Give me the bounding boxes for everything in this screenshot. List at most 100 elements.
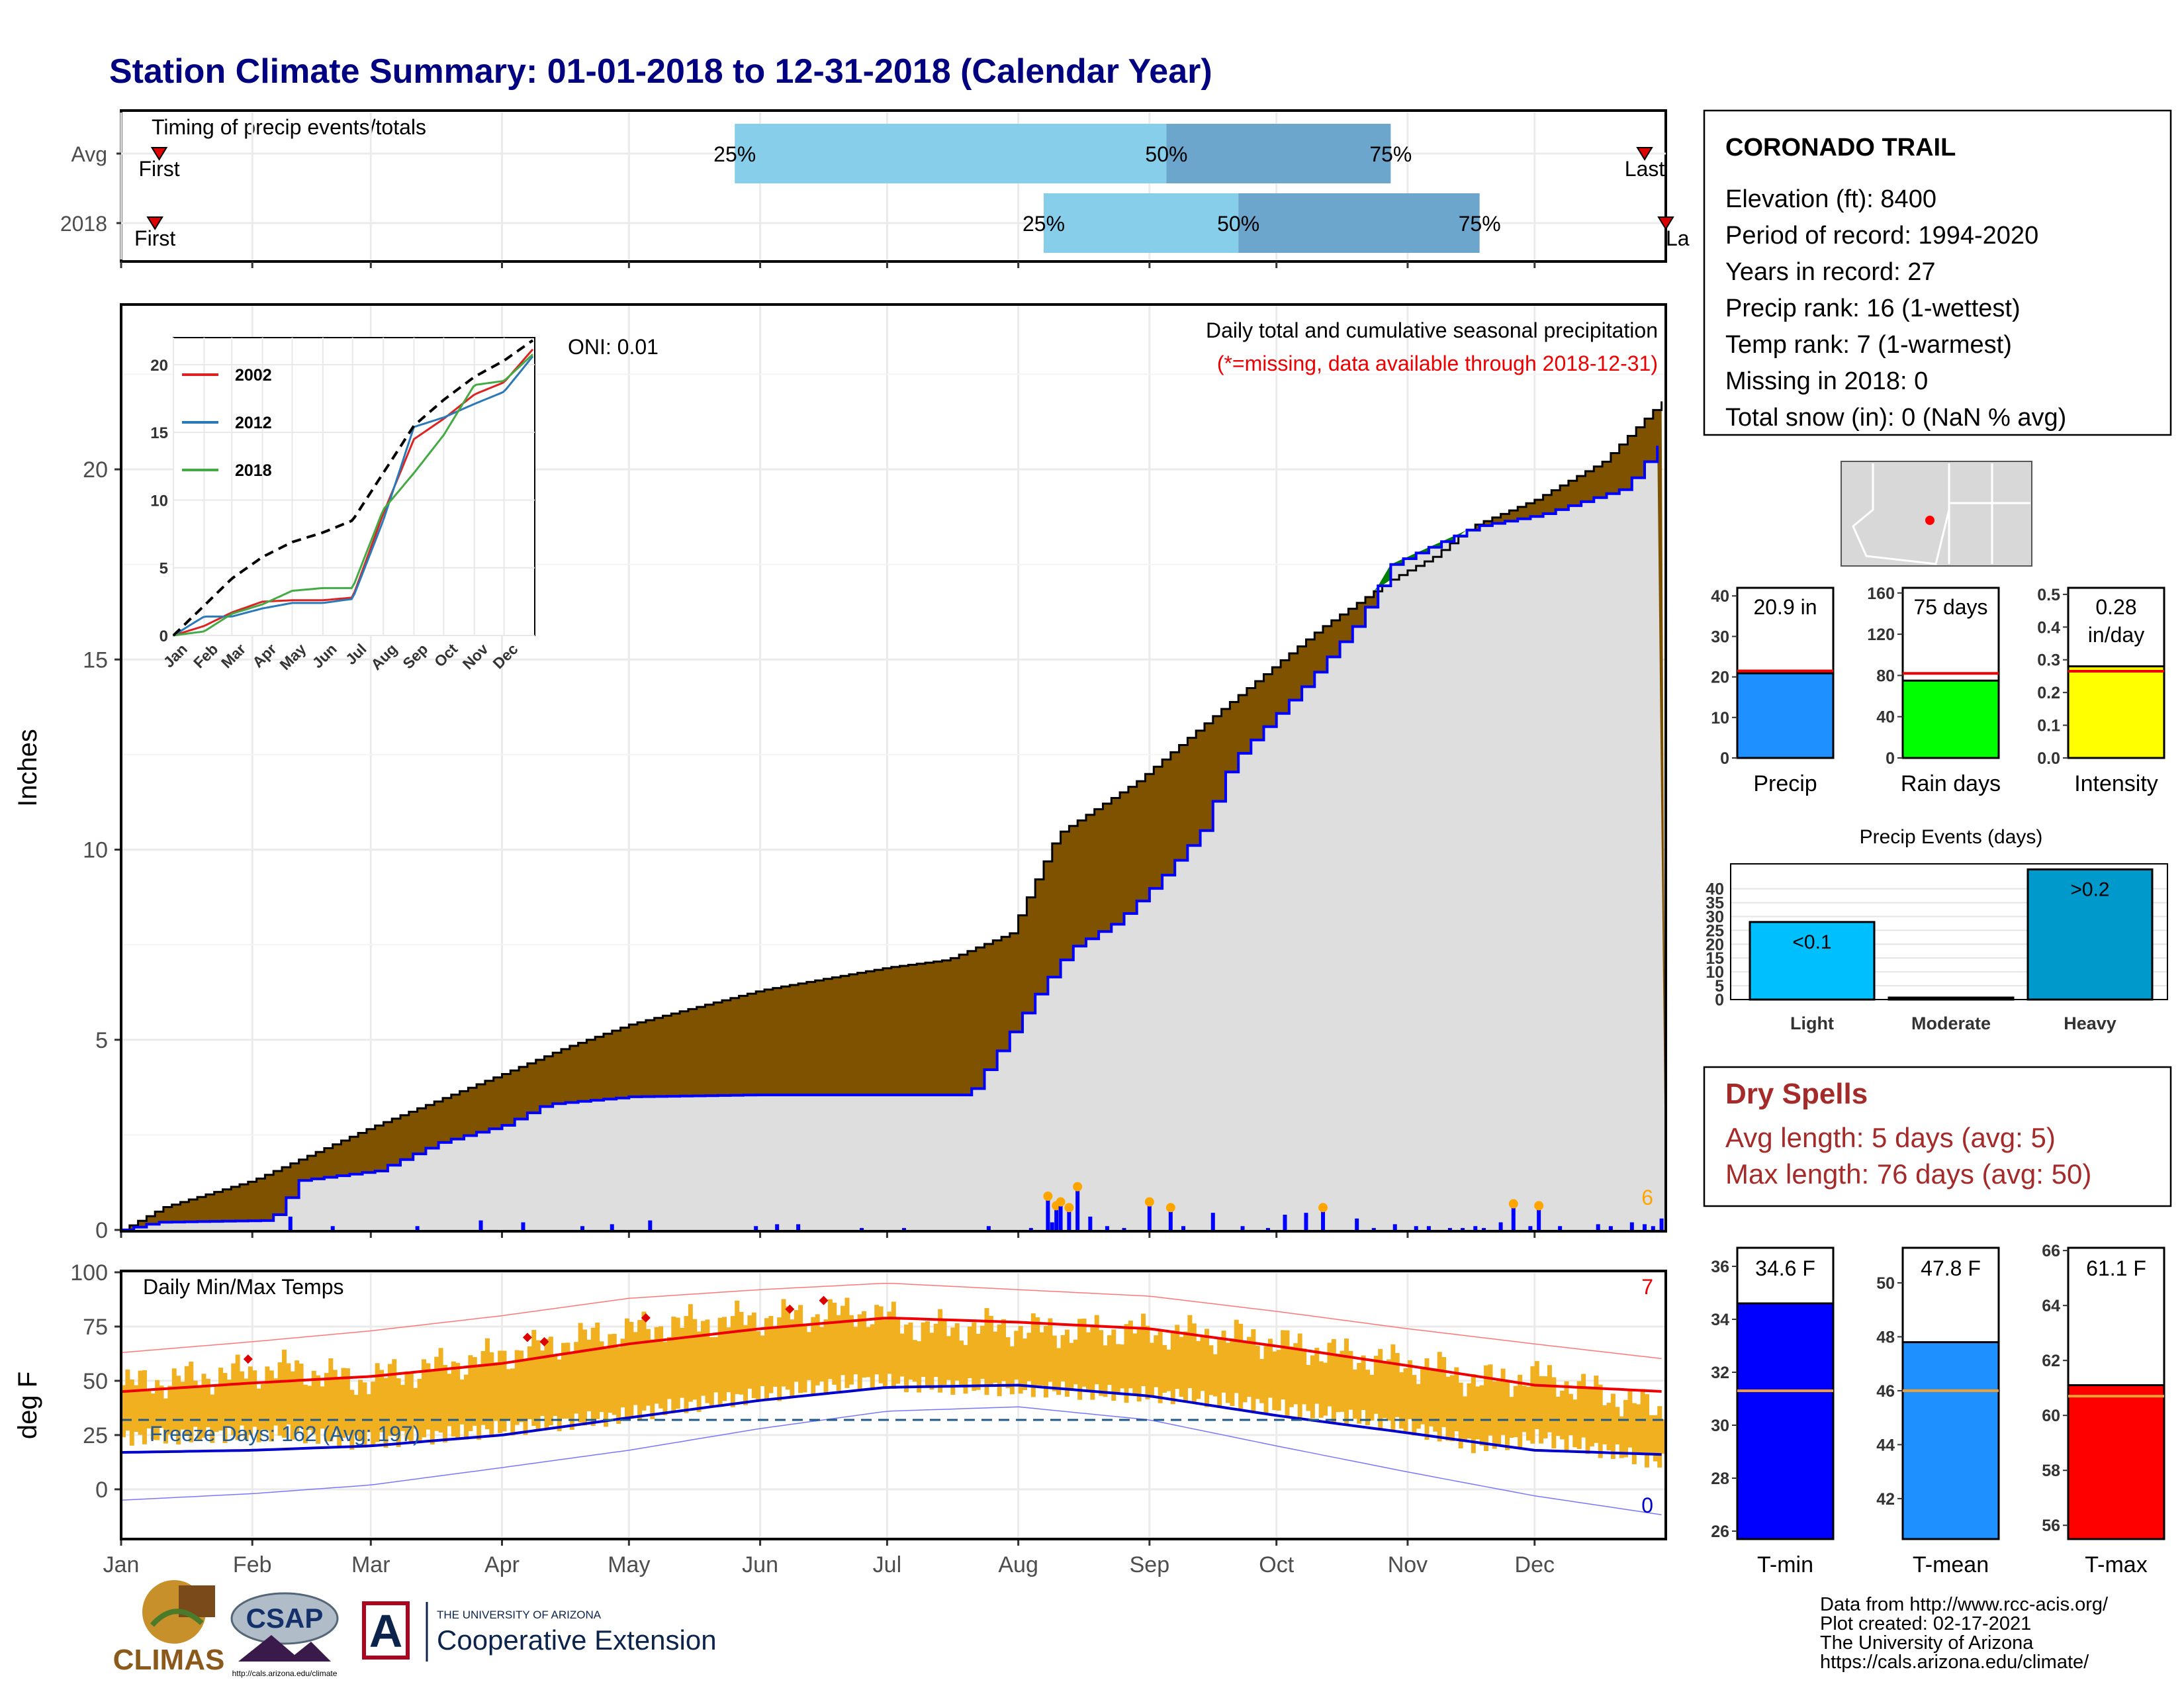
daily-precip-bar (478, 1220, 483, 1230)
daily-temp-range-bar (442, 1364, 447, 1443)
inset-y-tick-label: 15 (150, 424, 168, 442)
daily-precip-bar (1105, 1226, 1109, 1230)
daily-temp-range-bar (163, 1398, 168, 1444)
daily-temp-range-bar (612, 1333, 617, 1415)
summary-y-tick-label: 30 (1711, 628, 1729, 646)
precip-y-tick-label: 5 (95, 1028, 108, 1053)
daily-temp-range-bar (477, 1365, 482, 1440)
daily-temp-range-bar (1645, 1394, 1650, 1468)
daily-temp-range-bar (290, 1371, 295, 1440)
daily-temp-range-bar (1555, 1396, 1561, 1436)
precip-summary-bars: 0 10 20 30 40 20.9 in Precip 0 40 80 120 160 75 days… (1711, 585, 2165, 796)
temp-summary-y-tick-label: 58 (2042, 1462, 2060, 1480)
daily-temp-range-bar (1382, 1362, 1387, 1419)
daily-temp-range-bar (624, 1318, 629, 1419)
summary-y-tick-label: 10 (1711, 709, 1729, 727)
daily-temp-range-bar (125, 1369, 130, 1431)
daily-temp-range-bar (1454, 1367, 1459, 1432)
month-label: Aug (998, 1552, 1038, 1577)
daily-temp-range-bar (1615, 1407, 1620, 1444)
daily-temp-range-bar (997, 1324, 1002, 1397)
daily-temp-range-bar (785, 1306, 790, 1390)
daily-temp-range-bar (857, 1314, 862, 1390)
daily-temp-range-bar (1445, 1376, 1451, 1441)
precip-y-tick-label: 0 (95, 1218, 108, 1243)
daily-temp-range-bar (1416, 1383, 1421, 1429)
daily-temp-range-bar (1585, 1388, 1590, 1454)
heavy-event-marker (1144, 1197, 1154, 1207)
daily-temp-range-bar (375, 1363, 380, 1442)
daily-temp-range-bar (1564, 1381, 1569, 1450)
inset-legend-label: 2002 (235, 366, 272, 385)
daily-temp-range-bar (548, 1336, 553, 1426)
daily-temp-range-bar (1166, 1349, 1171, 1391)
daily-temp-range-bar (1154, 1335, 1159, 1387)
daily-precip-bar (1392, 1224, 1397, 1230)
temp-summary-value-label: 47.8 F (1921, 1256, 1981, 1280)
daily-precip-bar (1054, 1209, 1059, 1230)
daily-temp-range-bar (1424, 1358, 1430, 1440)
heavy-event-marker (1318, 1203, 1328, 1213)
avg-tmin-line (120, 1383, 1662, 1456)
summary-y-tick-label: 0.5 (2037, 586, 2060, 604)
daily-temp-range-bar (1044, 1325, 1048, 1398)
timing-q75-label: 75% (1459, 212, 1501, 236)
daily-temp-range-bar (1187, 1315, 1193, 1389)
events-y-tick-label: 25 (1706, 921, 1724, 940)
daily-precip-bar (1528, 1226, 1533, 1230)
temp-corner-bottom: 0 (1641, 1493, 1653, 1517)
station-line: Total snow (in): 0 (NaN % avg) (1725, 404, 2066, 432)
station-frame (1703, 109, 2172, 436)
csap-logo: CSAP http://cals.arizona.edu/climate (230, 1592, 339, 1678)
daily-temp-range-bar (1369, 1374, 1375, 1421)
station-line: Elevation (ft): 8400 (1725, 185, 1936, 213)
temp-summary-y-tick-label: 62 (2042, 1352, 2060, 1370)
daily-temp-range-bar (883, 1319, 888, 1388)
timing-last-label: La (1666, 226, 1690, 250)
daily-temp-range-bar (400, 1385, 406, 1431)
daily-temp-range-bar (1259, 1359, 1265, 1403)
month-label: Oct (1259, 1552, 1294, 1577)
daily-temp-range-bar (887, 1311, 892, 1374)
daily-temp-range-bar (645, 1329, 651, 1406)
daily-temp-range-bar (1500, 1368, 1506, 1435)
daily-temp-range-bar (1525, 1386, 1531, 1441)
daily-temp-range-bar (747, 1315, 752, 1389)
daily-temp-range-bar (1407, 1360, 1412, 1419)
daily-precip-bar (1321, 1211, 1326, 1230)
events-y-tick-label: 30 (1706, 908, 1724, 926)
daily-temp-range-bar (396, 1378, 401, 1447)
daily-temp-range-bar (743, 1325, 748, 1405)
daily-temp-range-bar (608, 1334, 613, 1413)
daily-temp-range-bar (959, 1340, 964, 1385)
daily-temp-range-bar (248, 1366, 253, 1435)
daily-precip-bar (1537, 1209, 1541, 1230)
daily-temp-range-bar (980, 1325, 985, 1380)
daily-temp-range-bar (379, 1370, 385, 1432)
daily-temp-range-bar (167, 1385, 173, 1435)
csap-mountain (238, 1635, 331, 1662)
events-y-tick-label: 5 (1715, 977, 1724, 996)
daily-temp-range-bar (514, 1350, 520, 1425)
daily-precip-bar (1304, 1213, 1308, 1230)
daily-temp-range-bar (671, 1316, 676, 1412)
daily-temp-range-bar (1035, 1317, 1040, 1385)
daily-temp-range-bar (1005, 1337, 1011, 1389)
csap-logo-text: CSAP (246, 1603, 324, 1634)
daily-temp-range-bar (447, 1374, 452, 1427)
daily-temp-range-bar (967, 1326, 972, 1378)
daily-temp-range-bar (362, 1382, 367, 1448)
temp-title: Daily Min/Max Temps (143, 1275, 343, 1299)
daily-temp-range-bar (510, 1368, 516, 1436)
daily-temp-range-bar (841, 1305, 846, 1376)
avg-tmax-line (120, 1317, 1662, 1393)
climas-logo-sun (150, 1609, 204, 1627)
daily-temp-range-bar (408, 1374, 414, 1444)
daily-temp-range-bar (489, 1352, 494, 1437)
daily-temp-range-bar (1107, 1335, 1112, 1385)
daily-temp-range-bar (463, 1374, 469, 1440)
record-high-marker (819, 1295, 829, 1305)
daily-temp-range-bar (984, 1308, 989, 1395)
daily-precip-bar (860, 1228, 864, 1230)
temp-summary-y-tick-label: 60 (2042, 1407, 2060, 1425)
